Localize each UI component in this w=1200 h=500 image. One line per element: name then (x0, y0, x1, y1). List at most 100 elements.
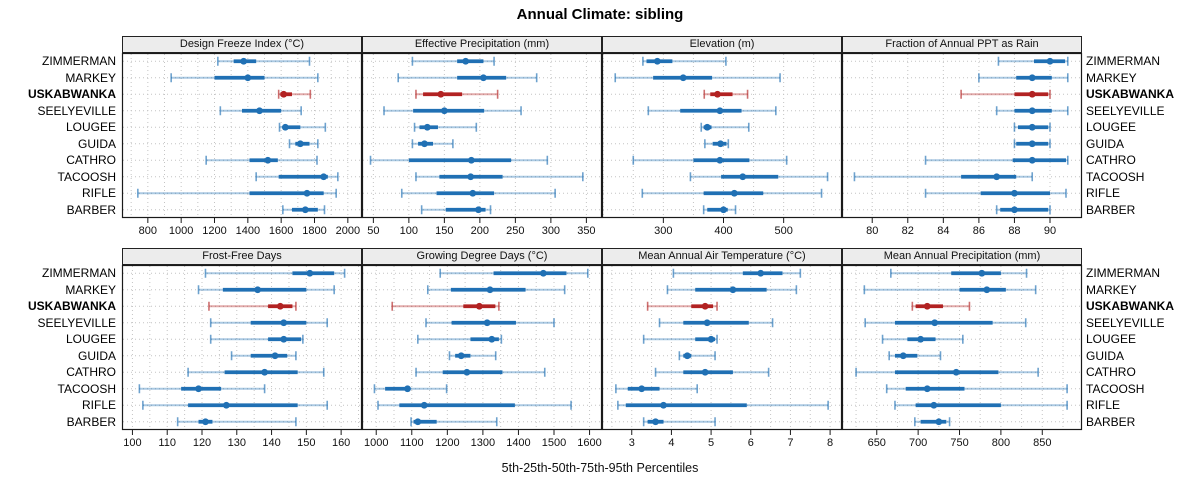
percentile-bar-markey (614, 73, 781, 83)
median-dot (952, 368, 960, 376)
x-tick-label: 7 (787, 437, 794, 449)
x-tick-label: 1000 (363, 437, 389, 449)
median-dot (301, 206, 309, 214)
percentile-bar-zimmerman (204, 268, 346, 278)
percentile-bar-zimmerman (997, 56, 1069, 66)
percentile-bar-uskabwanka (960, 89, 1051, 99)
panel-plot (121, 264, 363, 435)
panel-border (841, 264, 1083, 431)
panel-title: Mean Annual Air Temperature (°C) (638, 250, 806, 262)
percentile-bar-uskabwanka (415, 89, 499, 99)
panel-title: Design Freeze Index (°C) (179, 38, 305, 50)
x-tick-label: 500 (774, 225, 793, 237)
percentile-bar-markey (197, 285, 335, 295)
median-dot (930, 401, 938, 409)
median-dot (457, 352, 465, 360)
median-dot (679, 74, 687, 82)
x-tick-label: 1200 (435, 437, 460, 449)
percentile-bar-guida (411, 139, 454, 149)
percentile-bar-lougee (642, 334, 718, 344)
median-dot (983, 286, 991, 294)
panel-border (361, 264, 603, 431)
x-tick-label: 850 (1033, 437, 1052, 449)
station-label-right: LOUGEE (1086, 332, 1137, 347)
panel-plot (841, 52, 1083, 223)
station-label-left: ZIMMERMAN (42, 266, 116, 281)
median-dot (202, 418, 209, 426)
percentile-bar-tacoosh (615, 384, 699, 394)
x-tick-label: 650 (867, 437, 886, 449)
median-dot (1028, 140, 1036, 148)
percentile-bar-guida (678, 351, 716, 361)
median-dot (653, 57, 661, 65)
median-dot (757, 269, 765, 277)
percentile-bar-seelyeville (209, 318, 329, 328)
median-dot (1028, 74, 1036, 82)
panel-plot (121, 52, 363, 223)
panel-title: Growing Degree Days (°C) (416, 250, 548, 262)
panel-strip: Mean Annual Air Temperature (°C) (602, 248, 842, 265)
percentile-bar-lougee (417, 334, 503, 344)
x-tick-label: 140 (262, 437, 281, 449)
x-tick-label: 400 (714, 225, 733, 237)
station-label-left: MARKEY (65, 282, 116, 297)
percentile-bar-tacoosh (138, 384, 266, 394)
panel-plot (361, 52, 603, 223)
median-dot (935, 418, 943, 426)
percentile-bar-barber (282, 205, 326, 215)
median-dot (462, 57, 470, 65)
percentile-bar-zimmerman (672, 268, 802, 278)
percentile-bar-seelyeville (864, 318, 1027, 328)
x-tick-label: 100 (399, 225, 419, 237)
median-dot (320, 173, 328, 181)
median-dot (978, 269, 986, 277)
panel-strip: Design Freeze Index (°C) (122, 36, 362, 53)
median-dot (1028, 90, 1036, 98)
panel-strip: Effective Precipitation (mm) (362, 36, 602, 53)
percentile-bar-cathro (205, 155, 318, 165)
station-label-right: RIFLE (1086, 186, 1121, 201)
percentile-bar-rifle (142, 400, 329, 410)
station-label-right: BARBER (1086, 414, 1136, 429)
percentile-bar-uskabwanka (911, 301, 971, 311)
x-tick-label: 300 (541, 225, 561, 237)
station-label-left: TACOOSH (57, 381, 116, 396)
percentile-bar-lougee (700, 122, 750, 132)
median-dot (652, 418, 659, 426)
x-tick-label: 1600 (577, 437, 602, 449)
percentile-bar-uskabwanka (646, 301, 718, 311)
median-dot (899, 352, 907, 360)
percentile-bar-tacoosh (885, 384, 1068, 394)
station-label-right: TACOOSH (1086, 169, 1145, 184)
median-dot (467, 173, 475, 181)
x-tick-label: 160 (331, 437, 351, 449)
percentile-bar-guida (288, 139, 319, 149)
median-dot (638, 385, 646, 393)
station-label-left: RIFLE (81, 398, 116, 413)
percentile-bar-cathro (654, 367, 770, 377)
percentile-bar-guida (1013, 139, 1051, 149)
panel-border (121, 52, 363, 219)
median-dot (240, 57, 248, 65)
panel-border (841, 52, 1083, 219)
x-tick-label: 1000 (168, 225, 194, 237)
x-tick-label: 1500 (541, 437, 567, 449)
panel-title: Mean Annual Precipitation (mm) (883, 250, 1041, 262)
median-dot (254, 286, 262, 294)
x-tick-label: 5 (708, 437, 715, 449)
station-label-left: SEELYEVILLE (37, 315, 117, 330)
percentile-bar-seelyeville (383, 106, 522, 116)
percentile-bar-rifle (617, 400, 829, 410)
median-dot (717, 140, 724, 148)
x-tick-label: 3 (628, 437, 635, 449)
percentile-bar-barber (914, 417, 951, 427)
percentile-bar-barber (410, 417, 498, 427)
percentile-bar-uskabwanka (208, 301, 297, 311)
panel-border (121, 264, 363, 431)
station-label-left: GUIDA (77, 136, 116, 151)
percentile-bar-uskabwanka (277, 89, 312, 99)
station-label-left: BARBER (66, 414, 116, 429)
station-label-right: USKABWANKA (1086, 299, 1174, 314)
median-dot (276, 302, 284, 310)
